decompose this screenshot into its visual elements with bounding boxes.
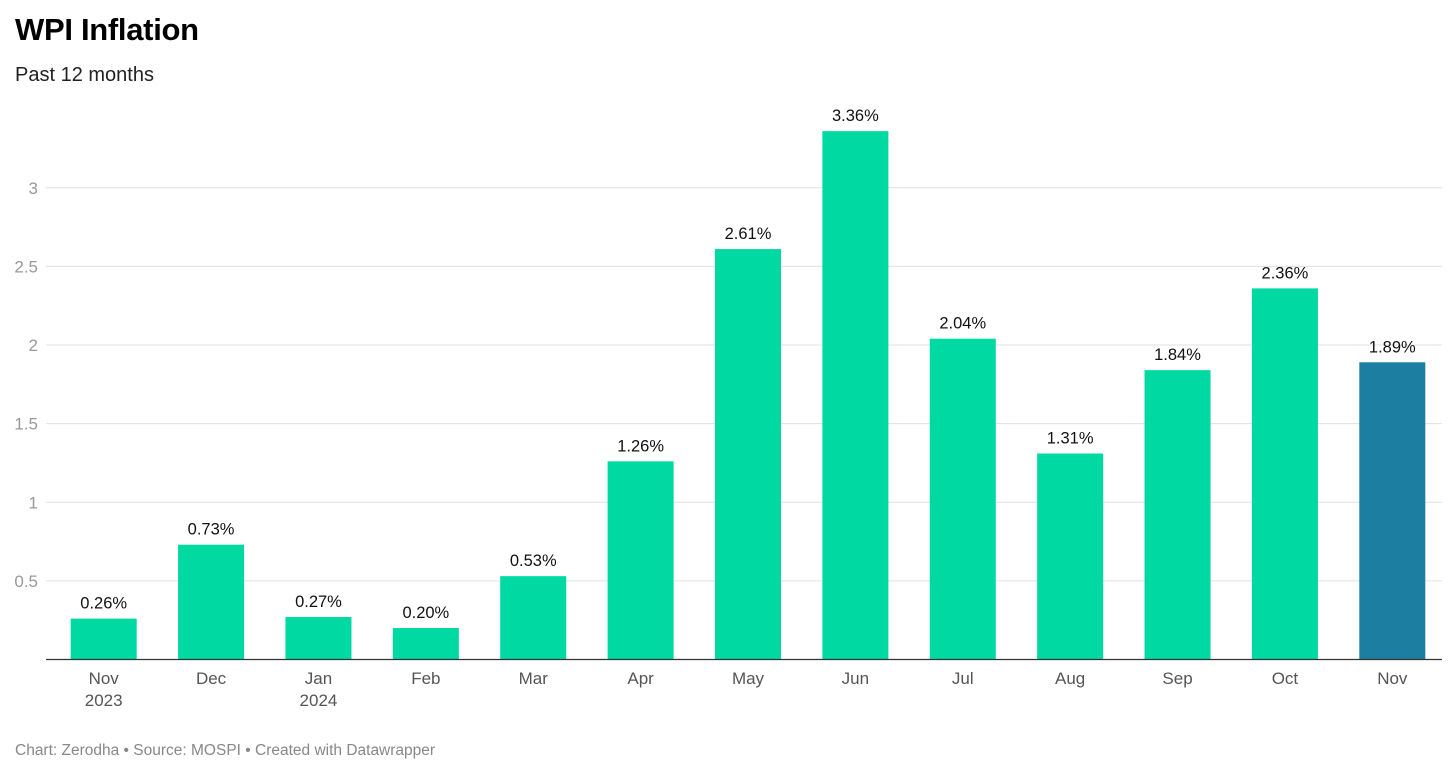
x-tick-label: Sep [1162, 669, 1192, 688]
data-label: 0.20% [402, 604, 449, 622]
chart-title: WPI Inflation [15, 12, 199, 47]
y-axis-ticks: 0.5 1 1.5 2 2.5 3 [14, 179, 38, 591]
y-tick-label: 3 [29, 179, 38, 198]
chart-subtitle: Past 12 months [15, 64, 154, 86]
x-tick-label: Aug [1055, 669, 1085, 688]
x-axis-ticks: Nov 2023 Dec Jan 2024 Feb Mar Apr May Jun Jul Aug Se… [85, 669, 1408, 710]
bar [822, 131, 889, 660]
bar [285, 617, 352, 660]
data-labels: 0.26% 0.73% 0.27% 0.20% 0.53% 1.26% 2.61% 3.36%… [80, 107, 1416, 622]
data-label: 0.53% [510, 552, 557, 570]
x-tick-label: May [732, 669, 765, 688]
data-label: 2.04% [939, 315, 986, 333]
bar [1359, 362, 1426, 660]
chart-footer: Chart: Zerodha • Source: MOSPI • Created… [15, 742, 436, 759]
bar [1037, 453, 1104, 660]
bar [392, 628, 459, 660]
data-label: 0.27% [295, 593, 342, 611]
data-label: 0.26% [80, 595, 127, 613]
bar [929, 338, 996, 660]
y-tick-label: 1 [29, 493, 38, 512]
data-label: 1.84% [1154, 346, 1201, 364]
x-tick-label: 2023 [85, 691, 123, 710]
x-tick-label: Jan [305, 669, 332, 688]
x-tick-label: Oct [1272, 669, 1299, 688]
x-tick-label: Feb [411, 669, 440, 688]
bar [715, 249, 781, 660]
x-tick-label: Dec [196, 669, 227, 688]
data-label: 3.36% [832, 107, 879, 125]
x-tick-label: Mar [519, 669, 549, 688]
x-tick-label: Jun [842, 669, 869, 688]
bar [178, 544, 245, 660]
x-tick-label: Apr [627, 669, 654, 688]
y-tick-label: 0.5 [14, 572, 38, 591]
x-tick-label: 2024 [300, 691, 338, 710]
x-tick-label: Nov [89, 669, 120, 688]
data-label: 1.31% [1047, 430, 1094, 448]
y-tick-label: 2 [29, 336, 38, 355]
x-tick-label: Nov [1377, 669, 1408, 688]
bar [607, 461, 674, 660]
y-tick-label: 1.5 [14, 415, 38, 434]
data-label: 2.61% [725, 225, 772, 243]
bars [70, 131, 1426, 660]
data-label: 2.36% [1262, 264, 1309, 282]
x-tick-label: Jul [952, 669, 974, 688]
bar [1251, 288, 1318, 660]
bar [500, 576, 567, 660]
data-label: 1.26% [617, 437, 664, 455]
data-label: 0.73% [188, 521, 235, 539]
bar [1144, 370, 1211, 660]
bar [70, 618, 137, 660]
y-tick-label: 2.5 [14, 257, 38, 276]
data-label: 1.89% [1369, 338, 1416, 356]
